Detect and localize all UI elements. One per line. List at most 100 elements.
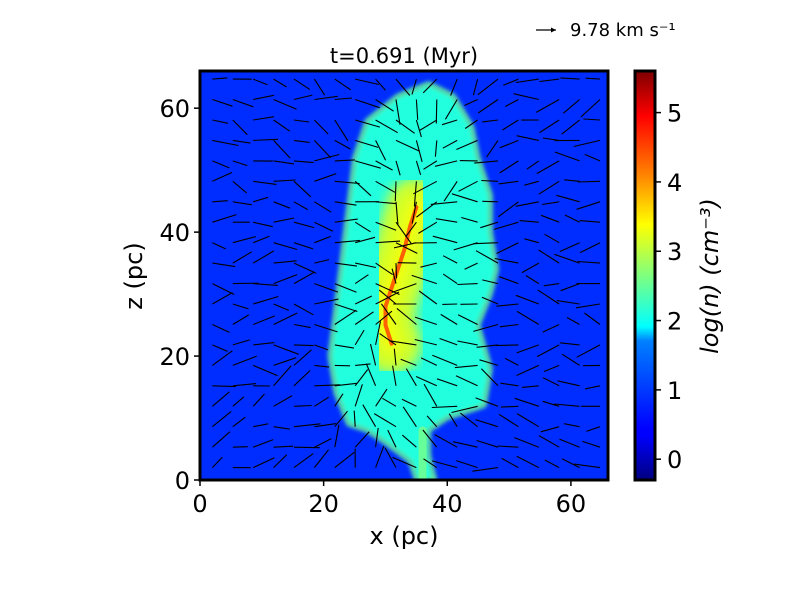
velocity-arrow <box>293 423 321 428</box>
velocity-arrow <box>273 260 297 264</box>
colorbar: 0 1 2 3 4 5 log(n) (cm⁻³) <box>633 69 724 482</box>
velocity-arrow <box>334 97 353 101</box>
velocity-arrow <box>432 354 458 366</box>
velocity-arrow <box>293 344 314 347</box>
velocity-arrow <box>566 317 580 325</box>
velocity-arrow <box>252 78 268 86</box>
velocity-arrow <box>212 98 233 107</box>
velocity-arrow <box>253 94 275 101</box>
quiver-key: 9.78 km s⁻¹ <box>536 20 676 41</box>
velocity-arrow <box>392 456 417 469</box>
velocity-arrow <box>375 427 379 448</box>
velocity-arrow <box>212 431 231 448</box>
velocity-arrow <box>577 260 601 264</box>
velocity-arrow <box>392 365 397 386</box>
velocity-arrow <box>475 419 499 428</box>
velocity-arrow <box>402 406 417 428</box>
velocity-arrow <box>561 458 580 469</box>
velocity-arrow <box>542 377 560 387</box>
velocity-arrow <box>273 357 297 366</box>
velocity-arrow <box>396 307 417 325</box>
y-axis-label: z (pc) <box>120 242 148 309</box>
velocity-arrow <box>499 160 519 174</box>
velocity-arrow <box>477 78 499 96</box>
velocity-arrow <box>293 323 311 329</box>
velocity-arrow <box>334 393 344 407</box>
velocity-arrow <box>293 262 317 274</box>
velocity-arrow <box>273 344 299 355</box>
velocity-arrow <box>473 242 499 245</box>
velocity-arrow <box>405 221 417 238</box>
velocity-arrow <box>212 171 233 182</box>
velocity-arrow <box>494 257 519 264</box>
y-axis: 0 20 40 60 <box>159 95 200 495</box>
velocity-arrow <box>525 275 540 285</box>
velocity-arrow <box>334 303 358 313</box>
velocity-arrow <box>500 382 519 387</box>
velocity-arrow <box>273 217 295 223</box>
colorbar-tick-label: 3 <box>667 238 682 266</box>
velocity-arrow <box>273 395 293 407</box>
velocity-arrow <box>422 78 438 94</box>
velocity-arrow <box>314 396 329 407</box>
velocity-arrow <box>464 262 478 270</box>
velocity-arrow <box>524 180 539 186</box>
velocity-arrow <box>334 382 358 387</box>
velocity-arrow <box>432 235 458 244</box>
velocity-arrow <box>314 153 340 162</box>
velocity-arrow <box>212 139 239 147</box>
velocity-arrow <box>434 434 458 448</box>
velocity-arrow <box>423 160 438 170</box>
velocity-arrow <box>544 459 560 469</box>
velocity-arrow <box>561 119 580 135</box>
velocity-arrow <box>232 160 248 167</box>
velocity-arrow <box>457 314 478 325</box>
velocity-arrow <box>526 160 540 170</box>
velocity-arrow <box>464 119 478 129</box>
velocity-arrow <box>252 364 278 377</box>
velocity-arrow <box>499 139 519 149</box>
velocity-arrow <box>411 201 417 224</box>
velocity-arrow <box>293 271 315 285</box>
velocity-arrow <box>457 283 478 286</box>
velocity-arrow <box>293 119 310 123</box>
velocity-arrow <box>584 385 601 390</box>
colorbar-tick-label: 2 <box>667 308 682 336</box>
velocity-arrow <box>538 180 560 195</box>
velocity-arrow <box>212 350 233 366</box>
velocity-arrow <box>334 119 349 142</box>
velocity-arrow <box>353 410 356 427</box>
velocity-arrow <box>273 303 290 311</box>
velocity-arrow <box>516 455 540 469</box>
velocity-arrow <box>455 375 478 387</box>
velocity-arrow <box>497 201 519 218</box>
velocity-arrow <box>212 160 230 169</box>
velocity-arrow <box>334 424 340 448</box>
velocity-arrow <box>477 99 499 114</box>
velocity-arrow <box>314 173 337 182</box>
velocity-arrow <box>384 447 397 468</box>
velocity-arrow <box>375 78 386 91</box>
velocity-arrow <box>400 358 417 366</box>
velocity-arrow <box>418 221 438 234</box>
y-tick-label: 60 <box>159 95 190 123</box>
velocity-arrow <box>420 262 437 268</box>
velocity-arrow <box>395 139 420 152</box>
velocity-arrow <box>395 242 418 254</box>
velocity-arrow <box>273 140 291 159</box>
velocity-arrow <box>375 180 396 193</box>
velocity-arrow <box>414 338 437 346</box>
velocity-arrow <box>420 357 438 366</box>
velocity-arrow <box>387 429 397 448</box>
velocity-arrow <box>355 236 376 244</box>
velocity-arrow <box>355 363 371 366</box>
velocity-arrow <box>334 283 357 293</box>
velocity-arrow <box>373 413 397 428</box>
colorbar-tick-label: 0 <box>667 446 682 474</box>
velocity-arrow <box>314 259 330 264</box>
cloud-edge <box>328 81 499 480</box>
velocity-arrow <box>559 438 580 448</box>
velocity-arrow <box>212 410 232 428</box>
velocity-arrow <box>273 445 294 448</box>
velocity-arrow <box>313 78 326 96</box>
